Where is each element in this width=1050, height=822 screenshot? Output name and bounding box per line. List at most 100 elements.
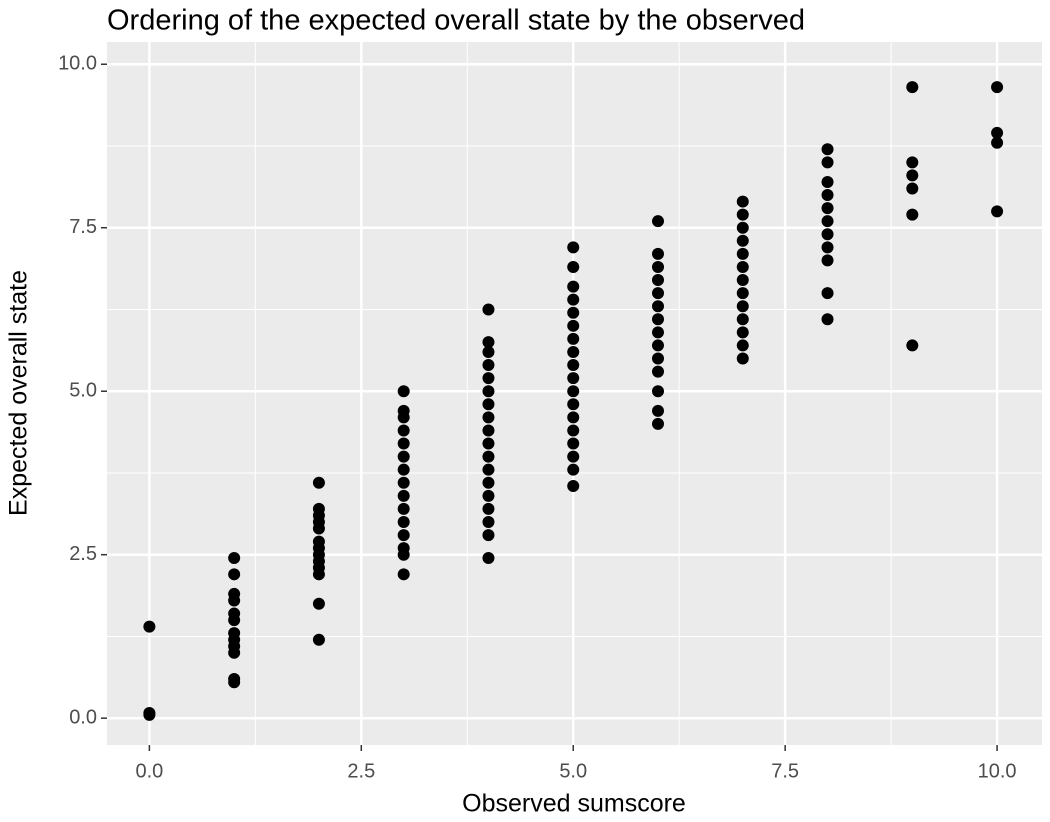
point <box>397 502 410 515</box>
point <box>312 476 325 489</box>
point <box>482 336 495 349</box>
point <box>228 587 241 600</box>
point <box>651 385 664 398</box>
point <box>821 313 834 326</box>
point <box>821 241 834 254</box>
point <box>397 404 410 417</box>
point <box>906 208 919 221</box>
point <box>567 480 580 493</box>
point <box>651 404 664 417</box>
x-tick-label: 7.5 <box>771 760 799 782</box>
point <box>736 352 749 365</box>
point <box>567 385 580 398</box>
point <box>651 247 664 260</box>
point <box>312 597 325 610</box>
point <box>821 202 834 215</box>
points <box>143 81 1004 721</box>
point <box>821 189 834 202</box>
point <box>736 274 749 287</box>
point <box>736 300 749 313</box>
point <box>821 228 834 241</box>
point <box>397 489 410 502</box>
point <box>397 476 410 489</box>
point <box>736 208 749 221</box>
point <box>736 260 749 273</box>
x-axis-label: Observed sumscore <box>462 790 686 818</box>
point <box>651 339 664 352</box>
point <box>482 489 495 502</box>
point <box>991 126 1004 139</box>
point <box>397 385 410 398</box>
point <box>821 143 834 156</box>
point <box>143 620 156 633</box>
point <box>736 195 749 208</box>
point <box>651 417 664 430</box>
x-tick-label: 2.5 <box>347 760 375 782</box>
point <box>906 339 919 352</box>
chart-title: Ordering of the expected overall state b… <box>107 5 805 37</box>
point <box>482 303 495 316</box>
y-tick-label: 10.0 <box>58 53 97 75</box>
point <box>567 293 580 306</box>
point <box>482 424 495 437</box>
point <box>736 326 749 339</box>
point <box>482 529 495 542</box>
point <box>651 300 664 313</box>
x-tick-label: 5.0 <box>559 760 587 782</box>
point <box>821 215 834 228</box>
point <box>397 437 410 450</box>
point <box>482 437 495 450</box>
point <box>651 215 664 228</box>
point <box>991 205 1004 218</box>
point <box>651 260 664 273</box>
point <box>567 372 580 385</box>
point <box>567 450 580 463</box>
point <box>482 551 495 564</box>
point <box>482 398 495 411</box>
point <box>567 411 580 424</box>
point <box>991 136 1004 149</box>
point <box>397 529 410 542</box>
y-axis-label: Expected overall state <box>5 270 33 516</box>
point <box>567 398 580 411</box>
point <box>567 345 580 358</box>
point <box>651 326 664 339</box>
point <box>567 260 580 273</box>
point <box>651 365 664 378</box>
point <box>567 280 580 293</box>
point <box>567 319 580 332</box>
point <box>736 234 749 247</box>
point <box>482 345 495 358</box>
point <box>143 706 156 719</box>
point <box>312 502 325 515</box>
point <box>228 551 241 564</box>
point <box>906 182 919 195</box>
point <box>821 175 834 188</box>
point <box>482 463 495 476</box>
point <box>397 542 410 555</box>
point <box>482 502 495 515</box>
point <box>397 463 410 476</box>
point <box>736 339 749 352</box>
point <box>736 247 749 260</box>
point <box>397 516 410 529</box>
point <box>567 332 580 345</box>
point <box>821 156 834 169</box>
point <box>228 568 241 581</box>
point <box>228 627 241 640</box>
point <box>651 287 664 300</box>
point <box>397 424 410 437</box>
point <box>482 372 495 385</box>
point <box>567 463 580 476</box>
point <box>991 81 1004 94</box>
point <box>567 306 580 319</box>
point <box>906 156 919 169</box>
point <box>482 516 495 529</box>
point <box>906 169 919 182</box>
y-tick-label: 0.0 <box>69 706 97 728</box>
point <box>651 313 664 326</box>
point <box>736 287 749 300</box>
point <box>482 411 495 424</box>
point <box>567 241 580 254</box>
